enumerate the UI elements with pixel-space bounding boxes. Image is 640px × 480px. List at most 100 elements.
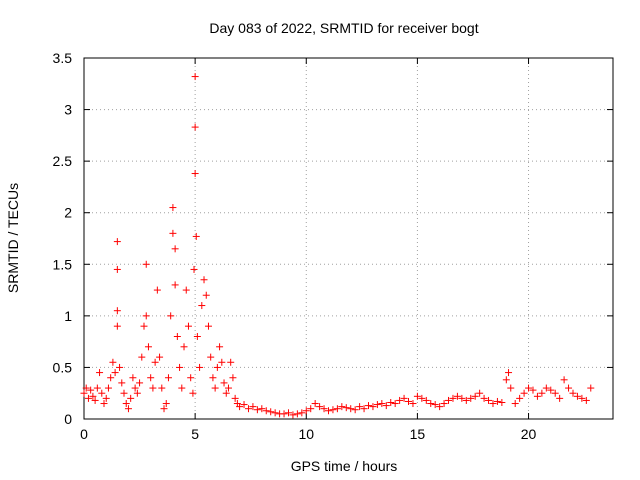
data-point — [418, 394, 426, 402]
data-point — [180, 343, 188, 351]
data-point — [138, 353, 146, 361]
data-point — [189, 389, 197, 397]
data-point — [551, 389, 559, 397]
data-point — [171, 281, 179, 289]
data-point — [204, 322, 212, 330]
data-point — [311, 400, 319, 408]
data-point — [405, 397, 413, 405]
data-point — [131, 384, 139, 392]
y-tick-label: 3 — [64, 102, 72, 118]
data-point — [453, 392, 461, 400]
data-point — [84, 394, 92, 402]
data-point — [498, 398, 506, 406]
data-point — [262, 407, 270, 415]
data-point — [160, 405, 168, 413]
data-point — [236, 403, 244, 411]
plot-frame — [83, 57, 614, 420]
data-point — [400, 394, 408, 402]
data-point — [169, 229, 177, 237]
data-point — [560, 376, 568, 384]
data-point — [136, 379, 144, 387]
data-point — [249, 403, 257, 411]
data-point — [89, 392, 97, 400]
data-point — [373, 401, 381, 409]
data-point — [113, 265, 121, 273]
data-point — [342, 404, 350, 412]
data-point — [122, 400, 130, 408]
grid-layer — [84, 58, 613, 419]
data-point — [227, 358, 235, 366]
data-point — [80, 389, 88, 397]
data-point — [244, 405, 252, 413]
y-tick-label: 3.5 — [53, 50, 73, 66]
data-point — [547, 386, 555, 394]
data-point — [184, 322, 192, 330]
data-point — [171, 245, 179, 253]
data-point — [502, 376, 510, 384]
data-point — [113, 307, 121, 315]
data-point — [529, 386, 537, 394]
data-point — [365, 402, 373, 410]
data-point — [505, 369, 513, 377]
data-point — [116, 363, 124, 371]
data-point — [191, 73, 199, 81]
data-point — [471, 392, 479, 400]
data-point — [176, 363, 184, 371]
data-point — [213, 363, 221, 371]
y-tick-label: 0 — [64, 411, 72, 427]
data-point — [316, 403, 324, 411]
data-point — [258, 405, 266, 413]
y-tick-label: 2.5 — [53, 153, 73, 169]
data-point — [333, 405, 341, 413]
data-point — [182, 286, 190, 294]
data-point — [422, 396, 430, 404]
data-point — [569, 389, 577, 397]
data-point — [191, 170, 199, 178]
data-point — [118, 379, 126, 387]
data-point — [156, 353, 164, 361]
data-point — [476, 389, 484, 397]
data-point — [347, 405, 355, 413]
data-point — [178, 384, 186, 392]
data-point — [284, 409, 292, 417]
data-point — [578, 394, 586, 402]
data-point — [124, 405, 132, 413]
y-tick-label: 2 — [64, 205, 72, 221]
data-point — [192, 232, 200, 240]
data-point — [169, 204, 177, 212]
x-tick-label: 5 — [191, 426, 199, 442]
data-point — [329, 406, 337, 414]
data-point — [147, 374, 155, 382]
data-point — [107, 374, 115, 382]
data-point — [129, 374, 137, 382]
data-point — [445, 396, 453, 404]
data-point — [538, 389, 546, 397]
data-point — [467, 394, 475, 402]
data-point — [120, 389, 128, 397]
data-point — [573, 392, 581, 400]
data-point — [436, 403, 444, 411]
data-point — [191, 123, 199, 131]
x-tick-label: 15 — [410, 426, 426, 442]
data-point — [144, 343, 152, 351]
data-point — [533, 392, 541, 400]
data-point — [413, 392, 421, 400]
x-axis-label: GPS time / hours — [291, 458, 398, 474]
data-point — [489, 400, 497, 408]
x-tick-label: 10 — [298, 426, 314, 442]
data-point — [98, 389, 106, 397]
data-point — [240, 401, 248, 409]
data-point — [480, 394, 488, 402]
tick-layer: 0 5 10 15 20 0 0.5 1 1.5 2 2.5 3 3.5 — [53, 50, 613, 442]
x-tick-label: 20 — [521, 426, 537, 442]
data-point — [229, 374, 237, 382]
data-point — [516, 394, 524, 402]
data-point — [100, 400, 108, 408]
data-point — [216, 343, 224, 351]
data-point — [142, 260, 150, 268]
data-point — [207, 353, 215, 361]
data-point — [280, 410, 288, 418]
data-point — [158, 384, 166, 392]
data-point — [109, 358, 117, 366]
